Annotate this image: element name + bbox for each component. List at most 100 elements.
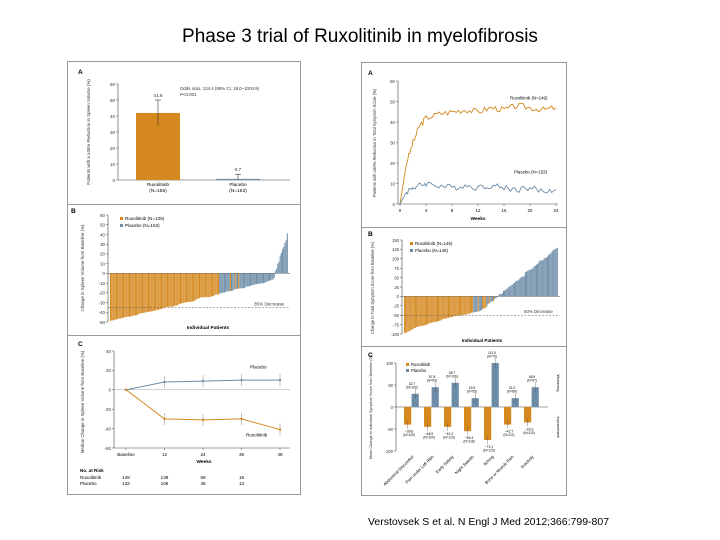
waterfall-bar	[439, 296, 441, 321]
data-label: −41.2	[445, 432, 454, 436]
waterfall-bar	[178, 273, 180, 304]
waterfall-bar	[501, 293, 503, 297]
waterfall-bar	[283, 246, 285, 274]
waterfall-bar	[121, 273, 123, 318]
waterfall-bar	[238, 273, 240, 289]
waterfall-bar	[475, 296, 477, 313]
x-axis-label: Individual Patients	[462, 338, 503, 343]
waterfall-bar	[452, 296, 454, 317]
waterfall-bar	[258, 273, 260, 284]
waterfall-bar	[457, 296, 459, 316]
waterfall-bar	[139, 273, 141, 314]
y-tick-label: 20	[100, 252, 105, 257]
waterfall-bar	[250, 273, 252, 286]
y-tick-label: 10	[390, 181, 395, 186]
page-title: Phase 3 trial of Ruxolitinib in myelofib…	[182, 26, 538, 47]
waterfall-bar	[134, 273, 136, 316]
waterfall-bar	[226, 273, 228, 292]
waterfall-bar	[185, 273, 187, 303]
data-label: (N=109)	[423, 435, 435, 439]
waterfall-bar	[115, 273, 117, 320]
data-label: −42.7	[505, 430, 514, 434]
waterfall-bar	[442, 296, 444, 319]
waterfall-bar	[232, 273, 234, 291]
waterfall-bar	[506, 288, 508, 297]
data-point	[163, 417, 166, 421]
spleen-response-chart: A 0 10 20 30 40 50 60 Patients with a ≥35% Reduc…	[78, 69, 290, 194]
waterfall-bar	[244, 273, 246, 289]
waterfall-bar	[251, 273, 253, 286]
y-tick-label: -50	[99, 320, 106, 325]
waterfall-bar	[556, 247, 558, 297]
data-point	[201, 379, 205, 383]
x-tick-label: Itching	[482, 454, 495, 467]
waterfall-bar	[498, 294, 500, 297]
waterfall-bar	[540, 260, 542, 297]
waterfall-bar	[451, 296, 453, 318]
data-label: 45.9	[529, 375, 536, 379]
y-tick-label: -100	[391, 332, 400, 337]
waterfall-bar	[404, 296, 405, 334]
waterfall-bar	[221, 273, 223, 293]
waterfall-bar	[544, 258, 546, 297]
waterfall-bar	[110, 273, 112, 322]
panel-letter: C	[368, 352, 373, 359]
spleen-waterfall-chart: B -50 -40 -30 -20 -10 0 10 20 30 40 50 60 Change in S…	[71, 208, 290, 331]
annotation: P<0.001	[180, 92, 197, 97]
bar-ruxolitinib	[504, 407, 512, 425]
y-tick-label: 20	[110, 146, 116, 151]
waterfall-bar	[113, 273, 115, 321]
at-risk-value: 13	[239, 481, 245, 486]
series-label: Ruxolitinib (N=149)	[510, 95, 548, 100]
waterfall-bar	[478, 296, 480, 312]
waterfall-bar	[450, 296, 452, 318]
y-tick-label: 50	[388, 383, 393, 388]
data-label: 28.7	[449, 371, 456, 375]
data-point	[201, 418, 205, 422]
y-tick-label: 10	[110, 162, 116, 167]
data-label: (N=100)	[406, 385, 418, 389]
waterfall-bar	[548, 254, 550, 297]
spleen-response-panel: A 0 10 20 30 40 50 60 Patients with a ≥35% Reduc…	[67, 61, 301, 205]
y-tick-label: 0	[103, 271, 106, 276]
y-tick-label: 20	[106, 368, 112, 373]
waterfall-bar	[471, 296, 473, 313]
waterfall-bar	[170, 273, 172, 307]
bar-ruxolitinib	[484, 407, 492, 440]
y-tick-label: -40	[99, 310, 106, 315]
data-label: (N=123)	[443, 435, 455, 439]
x-tick-label: 12	[162, 452, 168, 457]
waterfall-bar	[271, 273, 273, 280]
waterfall-bar	[430, 296, 432, 324]
y-tick-label: 0	[391, 405, 394, 410]
waterfall-bar	[112, 273, 114, 321]
waterfall-bar	[217, 273, 219, 295]
y-tick-label: 30	[100, 242, 105, 247]
waterfall-bar	[236, 273, 238, 289]
x-axis-label: Individual Patients	[187, 325, 230, 331]
reference-label: 50% Decrease	[524, 309, 553, 314]
bar-ruxolitinib	[444, 407, 452, 427]
waterfall-bar	[242, 273, 244, 289]
waterfall-bar	[536, 264, 537, 297]
waterfall-bar	[284, 242, 286, 274]
spleen-median-chart: C -60 -40 -20 0 20 40 Median Change in Spleen V…	[78, 341, 290, 486]
y-tick-label: 50	[100, 223, 105, 228]
waterfall-bar	[520, 277, 522, 297]
x-tick-label: 12	[476, 208, 481, 213]
waterfall-bar	[114, 273, 116, 320]
waterfall-bar	[264, 273, 266, 283]
waterfall-bar	[490, 296, 492, 302]
annotation: Odds ratio, 134.4 (95% CI, 18.0–1004.9)	[180, 86, 260, 91]
waterfall-bar	[273, 273, 275, 278]
waterfall-bar	[492, 296, 493, 302]
x-tick-label: 36	[239, 452, 245, 457]
waterfall-bar	[197, 273, 199, 299]
waterfall-bar	[484, 296, 486, 309]
waterfall-bar	[151, 273, 153, 312]
legend-label: Placebo (N=153)	[125, 223, 160, 228]
waterfall-bar	[171, 273, 173, 307]
waterfall-bar	[523, 275, 525, 297]
waterfall-bar	[245, 273, 247, 287]
